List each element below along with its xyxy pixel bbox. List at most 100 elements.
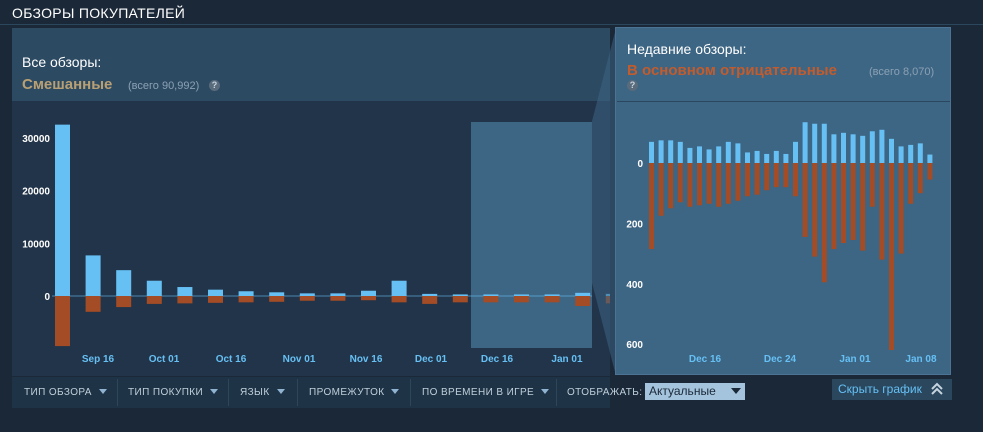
positive-bar [361,290,376,296]
negative-bar [735,163,741,201]
positive-bar [677,141,683,163]
x-tick-label: Jan 08 [905,354,937,365]
filter-language[interactable]: ЯЗЫК [240,377,285,408]
x-tick-label: Sep 16 [82,354,115,365]
negative-bar [908,163,914,204]
y-tick-label: 10000 [22,239,50,250]
negative-bar [668,163,674,209]
negative-bar [658,163,664,216]
y-tick-label: 30000 [22,134,50,145]
positive-bar [668,140,674,163]
all-reviews-rating: Смешанные [22,76,113,93]
positive-bar [697,146,702,163]
negative-bar [452,296,468,303]
positive-bar [716,146,722,163]
negative-bar [783,163,789,188]
filter-purchase-type-label: ТИП ПОКУПКИ [128,387,204,398]
all-reviews-header [12,28,610,101]
hide-graph-label: Скрыть график [838,382,922,396]
x-tick-label: Dec 16 [689,354,722,365]
caret-down-icon [541,389,550,394]
positive-bar [754,150,760,163]
positive-bar [330,293,346,296]
help-icon[interactable]: ? [627,80,638,91]
filter-date-range-label: ПРОМЕЖУТОК [309,387,385,398]
positive-bar [841,132,846,163]
filter-playtime-label: ПО ВРЕМЕНИ В ИГРЕ [422,387,535,398]
all-reviews-label: Все обзоры: [22,54,102,70]
positive-bar [238,291,254,296]
positive-bar [116,270,132,296]
negative-bar [146,296,162,304]
positive-bar [850,134,856,163]
recent-range-highlight [471,122,592,348]
positive-bar [898,146,904,163]
negative-bar [850,163,856,241]
positive-bar [802,122,808,163]
filter-date-range[interactable]: ПРОМЕЖУТОК [309,377,400,408]
x-tick-label: Nov 01 [283,354,316,365]
negative-bar [860,163,866,251]
negative-bar [544,296,560,303]
positive-bar [725,141,731,163]
negative-bar [802,163,808,237]
positive-bar [745,152,750,163]
positive-bar [391,280,407,296]
negative-bar [754,163,760,195]
positive-bar [879,129,885,163]
positive-bar [812,123,818,163]
x-tick-label: Nov 16 [350,354,383,365]
divider [0,24,983,25]
negative-bar [85,296,101,312]
x-tick-label: Dec 16 [481,354,514,365]
negative-bar [889,163,894,350]
caret-down-icon [98,389,107,394]
positive-bar [927,154,933,163]
negative-bar [745,163,750,197]
divider [617,101,950,102]
caret-down-icon [210,389,219,394]
display-select[interactable]: Актуальные [645,383,745,400]
recent-reviews-chart: 0 200 400 600 Dec 16 Dec 24 Jan 01 Jan 08 [626,122,937,365]
filter-review-type[interactable]: ТИП ОБЗОРА [24,377,107,408]
divider [410,379,411,406]
all-reviews-total: (всего 90,992) [128,80,200,92]
positive-bar [544,294,560,296]
negative-bar [706,163,712,204]
negative-bar [391,296,407,303]
y-tick-label: 400 [626,280,643,291]
filter-bar [12,377,610,408]
negative-bar [841,163,846,244]
filter-review-type-label: ТИП ОБЗОРА [24,387,92,398]
positive-bar [889,138,894,163]
positive-bar [422,293,438,296]
display-label: ОТОБРАЖАТЬ: [567,387,643,398]
recent-reviews-total: (всего 8,070) [869,66,935,78]
x-tick-label: Dec 24 [764,354,797,365]
positive-bar [908,144,914,163]
negative-bar [116,296,132,308]
divider [228,379,229,406]
positive-bar [821,123,827,163]
double-chevron-up-icon [931,382,943,395]
positive-bar [146,280,162,296]
positive-bar [917,143,923,163]
divider [556,379,557,406]
negative-bar [177,296,193,304]
negative-bar [299,296,315,301]
filter-purchase-type[interactable]: ТИП ПОКУПКИ [128,377,219,408]
negative-bar [361,296,376,301]
negative-bar [869,163,875,207]
x-tick-label: Dec 01 [415,354,448,365]
y-tick-label: 200 [626,219,643,230]
help-icon[interactable]: ? [209,80,220,91]
filter-playtime[interactable]: ПО ВРЕМЕНИ В ИГРЕ [422,377,550,408]
negative-bar [422,296,438,304]
negative-bar [793,163,798,197]
negative-bar [725,163,731,204]
negative-bar [483,296,499,303]
divider [117,379,118,406]
divider [297,379,298,406]
hide-graph-button[interactable]: Скрыть график [832,379,952,400]
negative-bar [238,296,254,303]
